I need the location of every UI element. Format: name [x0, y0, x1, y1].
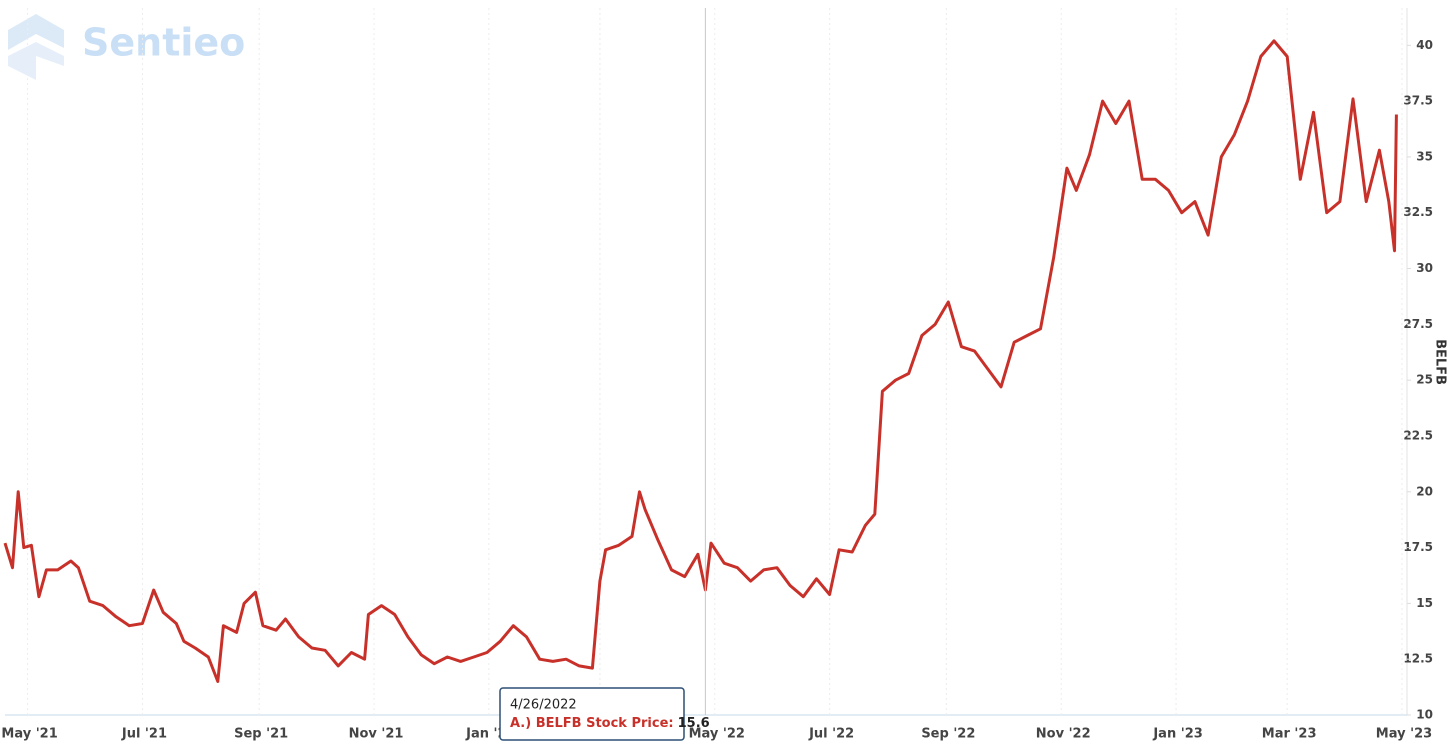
x-tick-label: Sep '22 — [921, 727, 975, 742]
tooltip-line: A.) BELFB Stock Price: 15.6 — [510, 716, 710, 731]
watermark-logo — [8, 14, 64, 80]
y-tick-label: 10 — [1416, 708, 1433, 722]
price-line — [3, 39, 1398, 683]
y-axis-label: BELFB — [1433, 339, 1448, 385]
y-tick-label: 37.5 — [1403, 94, 1433, 108]
y-tick-label: 32.5 — [1403, 205, 1433, 219]
watermark: Sentieo — [82, 21, 245, 65]
y-tick-label: 22.5 — [1403, 428, 1433, 442]
y-tick-label: 40 — [1416, 38, 1433, 52]
y-tick-label: 15 — [1416, 596, 1433, 610]
x-tick-label: Mar '23 — [1262, 727, 1317, 742]
tooltip-date: 4/26/2022 — [510, 698, 577, 713]
x-tick-label: Jul '21 — [121, 727, 167, 742]
y-tick-label: 12.5 — [1403, 652, 1433, 666]
x-tick-label: May '22 — [689, 727, 745, 742]
y-tick-label: 27.5 — [1403, 317, 1433, 331]
tooltip-box — [499, 687, 685, 741]
y-tick-label: 30 — [1416, 261, 1433, 275]
x-tick-label: Nov '22 — [1036, 727, 1091, 742]
y-tick-label: 35 — [1416, 149, 1433, 163]
y-tick-label: 20 — [1416, 484, 1433, 498]
tooltip-label: A.) BELFB Stock Price: — [510, 716, 674, 731]
x-tick-label: May '23 — [1376, 727, 1432, 742]
tooltip-value: 15.6 — [678, 716, 710, 731]
y-tick-label: 17.5 — [1403, 540, 1433, 554]
x-tick-label: May '21 — [1, 727, 57, 742]
x-tick-label: Jan '23 — [1152, 727, 1202, 742]
x-tick-label: Jul '22 — [808, 727, 854, 742]
y-tick-label: 25 — [1416, 373, 1433, 387]
tooltip: 4/26/2022 A.) BELFB Stock Price: 15.6 — [499, 687, 710, 741]
x-tick-label: Sep '21 — [234, 727, 288, 742]
x-tick-label: Nov '21 — [349, 727, 404, 742]
